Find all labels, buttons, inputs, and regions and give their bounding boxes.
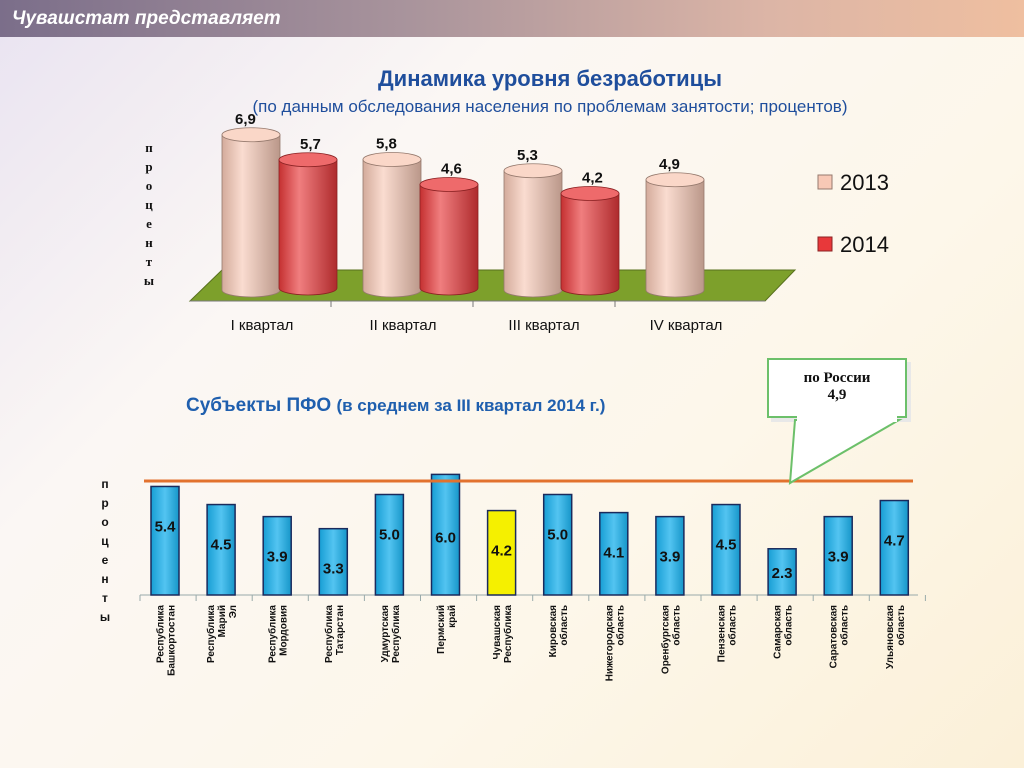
chart1-bar-top — [503, 163, 563, 179]
chart1-subtitle: (по данным обследования населения по про… — [252, 97, 848, 116]
russia-callout-label: по России — [803, 370, 871, 386]
chart1-bar-top — [560, 186, 620, 201]
chart1-bar — [419, 184, 479, 296]
chart1-category-label: II квартал — [369, 317, 436, 334]
chart1-legend-label: 2013 — [840, 170, 889, 195]
chart1-category-label: IV квартал — [650, 317, 723, 334]
chart1-bar-top — [278, 152, 338, 168]
russia-callout-value: 4,9 — [827, 387, 847, 403]
chart1-bar-top — [221, 127, 281, 143]
chart1-bar-top — [645, 172, 705, 188]
chart2-title-main: Субъекты ПФО — [186, 395, 332, 416]
chart1-legend-label: 2014 — [840, 232, 889, 257]
russia-callout: по России 4,9 — [767, 358, 907, 418]
chart1-data-label: 4,2 — [582, 170, 603, 187]
chart1-legend-swatch — [817, 236, 833, 252]
header-title: Чувашстат представляет — [12, 8, 281, 29]
chart1-bar — [362, 159, 422, 298]
chart1-category-label: III квартал — [508, 317, 579, 334]
chart2-title: Субъекты ПФО (в среднем за III квартал 2… — [186, 395, 605, 417]
chart1-bar — [560, 193, 620, 296]
chart1-category-label: I квартал — [231, 317, 294, 334]
chart1-data-label: 5,3 — [517, 147, 538, 164]
chart1-bar-top — [362, 152, 422, 167]
chart1-bar-top — [419, 177, 479, 192]
chart1-legend-swatch — [817, 174, 833, 190]
chart1-data-label: 5,7 — [300, 136, 321, 153]
chart1-bar — [221, 134, 281, 298]
chart1-data-label: 4,9 — [659, 156, 680, 173]
chart1-bar — [645, 179, 705, 298]
header-bar: Чувашстат представляет — [0, 0, 1024, 37]
chart1-title: Динамика уровня безработицы — [378, 66, 722, 91]
chart1-data-label: 4,6 — [441, 161, 462, 178]
chart1-bar — [503, 170, 563, 298]
chart1-data-label: 6,9 — [235, 111, 256, 128]
chart1-data-label: 5,8 — [376, 136, 397, 153]
chart1-bar — [278, 159, 338, 296]
chart2-title-suffix: (в среднем за III квартал 2014 г.) — [336, 396, 606, 415]
